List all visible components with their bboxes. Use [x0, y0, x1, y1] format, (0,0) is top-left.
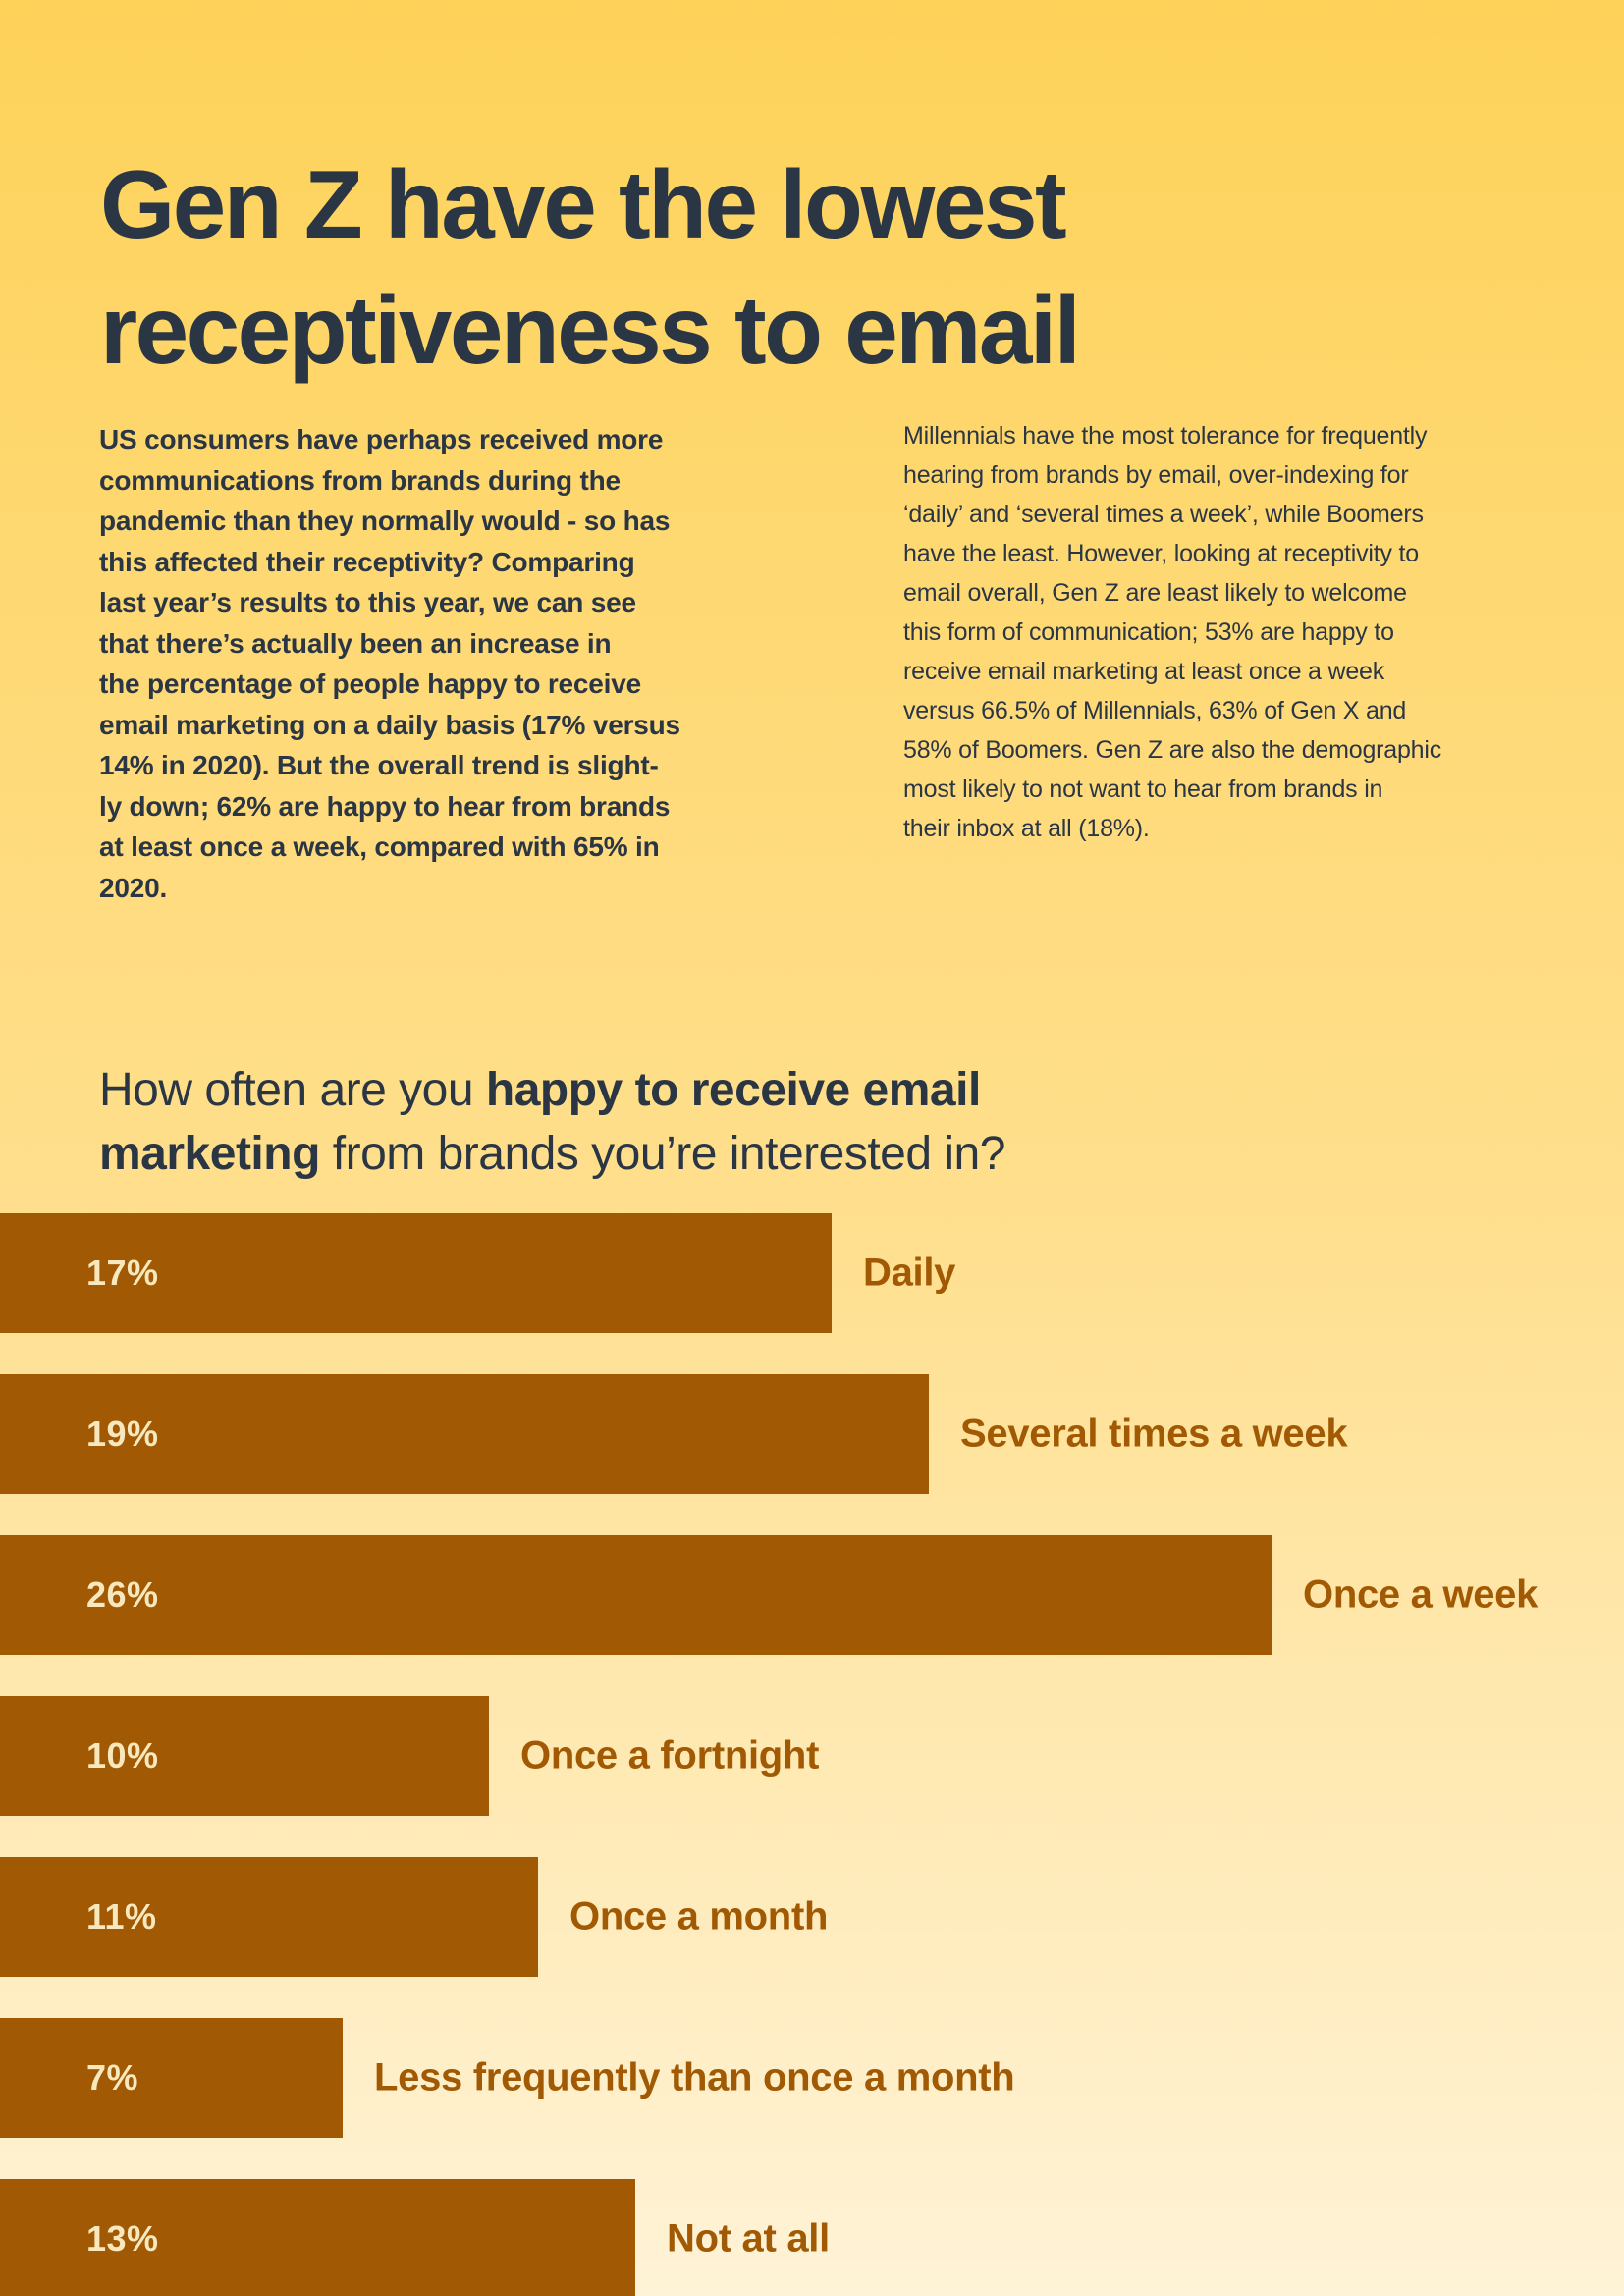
bar-category-label: Not at all	[667, 2216, 830, 2261]
question-bold-segment: happy to receive email	[485, 1063, 981, 1116]
question-line: How often are you happy to receive email	[99, 1058, 1005, 1122]
bar: 19%	[0, 1374, 929, 1494]
intro-paragraph-right: Millennials have the most tolerance for …	[903, 422, 1442, 842]
bar: 10%	[0, 1696, 489, 1816]
bar-row: 17% Daily	[0, 1213, 1624, 1333]
bar-value-label: 17%	[86, 1253, 159, 1293]
bar-category-label: Less frequently than once a month	[374, 2056, 1015, 2100]
bar-row: 19% Several times a week	[0, 1374, 1624, 1494]
bar-category-label: Several times a week	[960, 1412, 1348, 1456]
bar-category-label: Once a week	[1303, 1573, 1539, 1617]
question-bold-segment: marketing	[99, 1127, 320, 1180]
bar-row: 13% Not at all	[0, 2179, 1624, 2296]
bar-row: 11% Once a month	[0, 1857, 1624, 1977]
question-line: marketing from brands you’re interested …	[99, 1122, 1005, 1186]
bar-category-label: Once a fortnight	[520, 1734, 820, 1778]
question-segment: from brands you’re interested in?	[319, 1127, 1006, 1180]
bar-value-label: 13%	[86, 2218, 159, 2259]
bar-value-label: 10%	[86, 1735, 159, 1776]
bar-value-label: 26%	[86, 1575, 159, 1615]
bar-category-label: Daily	[863, 1251, 956, 1295]
intro-paragraph-left: US consumers have perhaps received more …	[99, 424, 680, 903]
bar-chart: 17% Daily 19% Several times a week 26% Once a…	[0, 1213, 1624, 2296]
chart-question-heading: How often are you happy to receive email…	[99, 1058, 1005, 1186]
bar-row: 26% Once a week	[0, 1535, 1624, 1655]
bar-category-label: Once a month	[569, 1895, 829, 1939]
bar: 26%	[0, 1535, 1272, 1655]
bar-row: 7% Less frequently than once a month	[0, 2018, 1624, 2138]
bar-value-label: 19%	[86, 1414, 159, 1454]
page-title: Gen Z have the lowest receptiveness to e…	[100, 149, 1081, 384]
bar: 7%	[0, 2018, 343, 2138]
bar: 17%	[0, 1213, 832, 1333]
bar-value-label: 7%	[86, 2057, 139, 2098]
question-segment: How often are you	[99, 1063, 486, 1116]
bar: 11%	[0, 1857, 538, 1977]
bar-row: 10% Once a fortnight	[0, 1696, 1624, 1816]
bar: 13%	[0, 2179, 635, 2296]
bar-value-label: 11%	[86, 1896, 157, 1937]
